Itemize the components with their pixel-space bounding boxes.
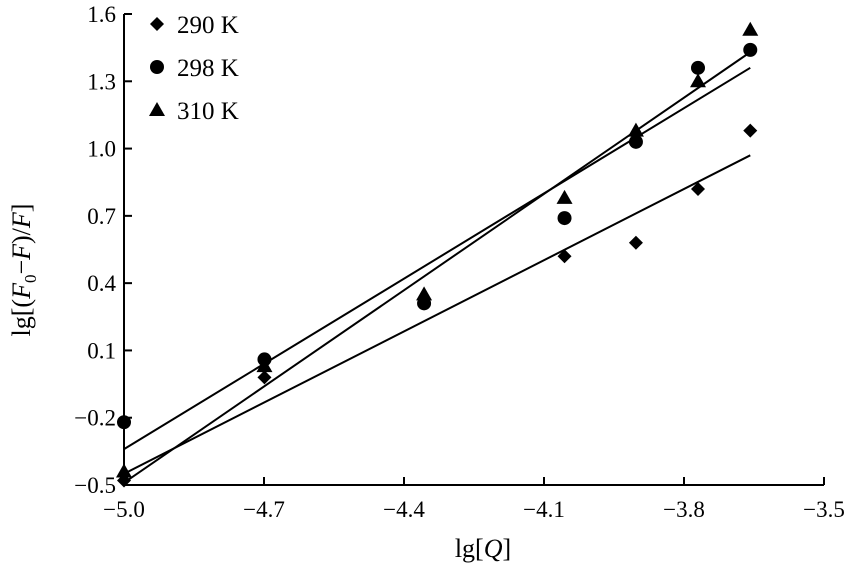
axes: −0.5 −0.2 0.1 0.4 0.7 1.0 1.3 1.6 −5.0 −4.7 −4.4 −4… bbox=[74, 2, 845, 522]
y-tick-label: 0.1 bbox=[87, 338, 116, 363]
point-310k bbox=[416, 286, 433, 301]
y-tick-label: 0.7 bbox=[87, 204, 116, 229]
legend-marker-310k bbox=[149, 102, 165, 116]
y-tick-label: 1.0 bbox=[87, 137, 116, 162]
data-points bbox=[116, 21, 759, 488]
x-tick-label: −4.4 bbox=[383, 497, 425, 522]
point-310k bbox=[116, 463, 132, 478]
y-axis-title: lg[(F0−F)/F] bbox=[7, 204, 40, 337]
legend: 290 K 298 K 310 K bbox=[149, 12, 239, 125]
point-310k bbox=[690, 73, 706, 88]
point-290k bbox=[257, 370, 272, 385]
point-298k bbox=[117, 415, 131, 430]
x-tick-label: −4.7 bbox=[243, 497, 285, 522]
point-290k bbox=[628, 235, 643, 250]
legend-label-290k: 290 K bbox=[177, 12, 239, 39]
legend-label-298k: 298 K bbox=[177, 55, 239, 82]
fit-line-298k bbox=[123, 66, 751, 450]
fit-lines bbox=[123, 51, 751, 484]
fit-line-290k bbox=[123, 154, 751, 475]
point-310k bbox=[742, 21, 759, 36]
point-298k bbox=[691, 60, 705, 75]
x-tick-label: −5.0 bbox=[103, 497, 145, 522]
point-298k bbox=[628, 134, 643, 149]
point-290k bbox=[691, 181, 705, 196]
point-298k bbox=[743, 42, 758, 57]
legend-label-310k: 310 K bbox=[177, 98, 239, 125]
y-tick-label: −0.5 bbox=[74, 473, 116, 498]
x-axis-title: lg[Q] bbox=[455, 534, 511, 563]
x-tick-label: −3.8 bbox=[663, 497, 705, 522]
x-tick-label: −4.1 bbox=[523, 497, 565, 522]
x-tick-label: −3.5 bbox=[803, 497, 845, 522]
point-298k bbox=[557, 211, 572, 226]
legend-marker-290k bbox=[150, 17, 164, 31]
point-290k bbox=[743, 123, 758, 138]
y-tick-label: 1.3 bbox=[87, 69, 116, 94]
point-310k bbox=[556, 189, 573, 204]
fit-line-310k bbox=[123, 51, 751, 484]
y-tick-label: 1.6 bbox=[87, 2, 116, 27]
legend-marker-298k bbox=[150, 60, 164, 74]
point-310k bbox=[256, 358, 273, 373]
y-tick-label: −0.2 bbox=[74, 406, 116, 431]
point-310k bbox=[627, 122, 644, 137]
point-290k bbox=[557, 249, 572, 264]
y-tick-label: 0.4 bbox=[87, 271, 116, 296]
